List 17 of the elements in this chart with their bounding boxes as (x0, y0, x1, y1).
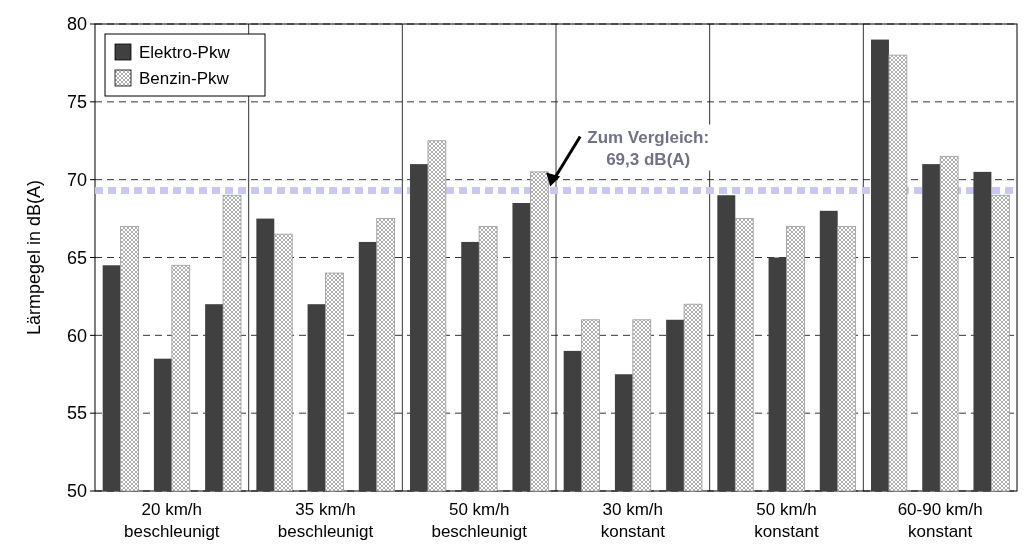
legend-label: Elektro-Pkw (139, 42, 231, 62)
y-tick-label: 50 (66, 481, 87, 502)
ref-line-label: Zum Vergleich: 69,3 dB(A) (587, 127, 710, 169)
x-tick-label: 35 km/h beschleunigt (277, 500, 374, 541)
y-tick-label: 55 (66, 403, 87, 424)
y-tick-label: 65 (66, 247, 87, 268)
x-tick-label: 20 km/h beschleunigt (124, 500, 220, 541)
legend-label: Benzin-Pkw (139, 68, 230, 88)
y-tick-label: 60 (66, 325, 87, 346)
x-tick-label: 50 km/h konstant (754, 500, 819, 541)
x-tick-label: 50 km/h beschleunigt (431, 500, 528, 541)
x-tick-label: 30 km/h konstant (600, 500, 666, 541)
y-axis-title: Lärmpegel in dB(A) (24, 179, 44, 336)
y-tick-label: 80 (66, 14, 87, 35)
x-tick-label: 60-90 km/h konstant (897, 500, 983, 541)
y-tick-label: 75 (66, 92, 87, 113)
y-tick-label: 70 (66, 169, 87, 190)
